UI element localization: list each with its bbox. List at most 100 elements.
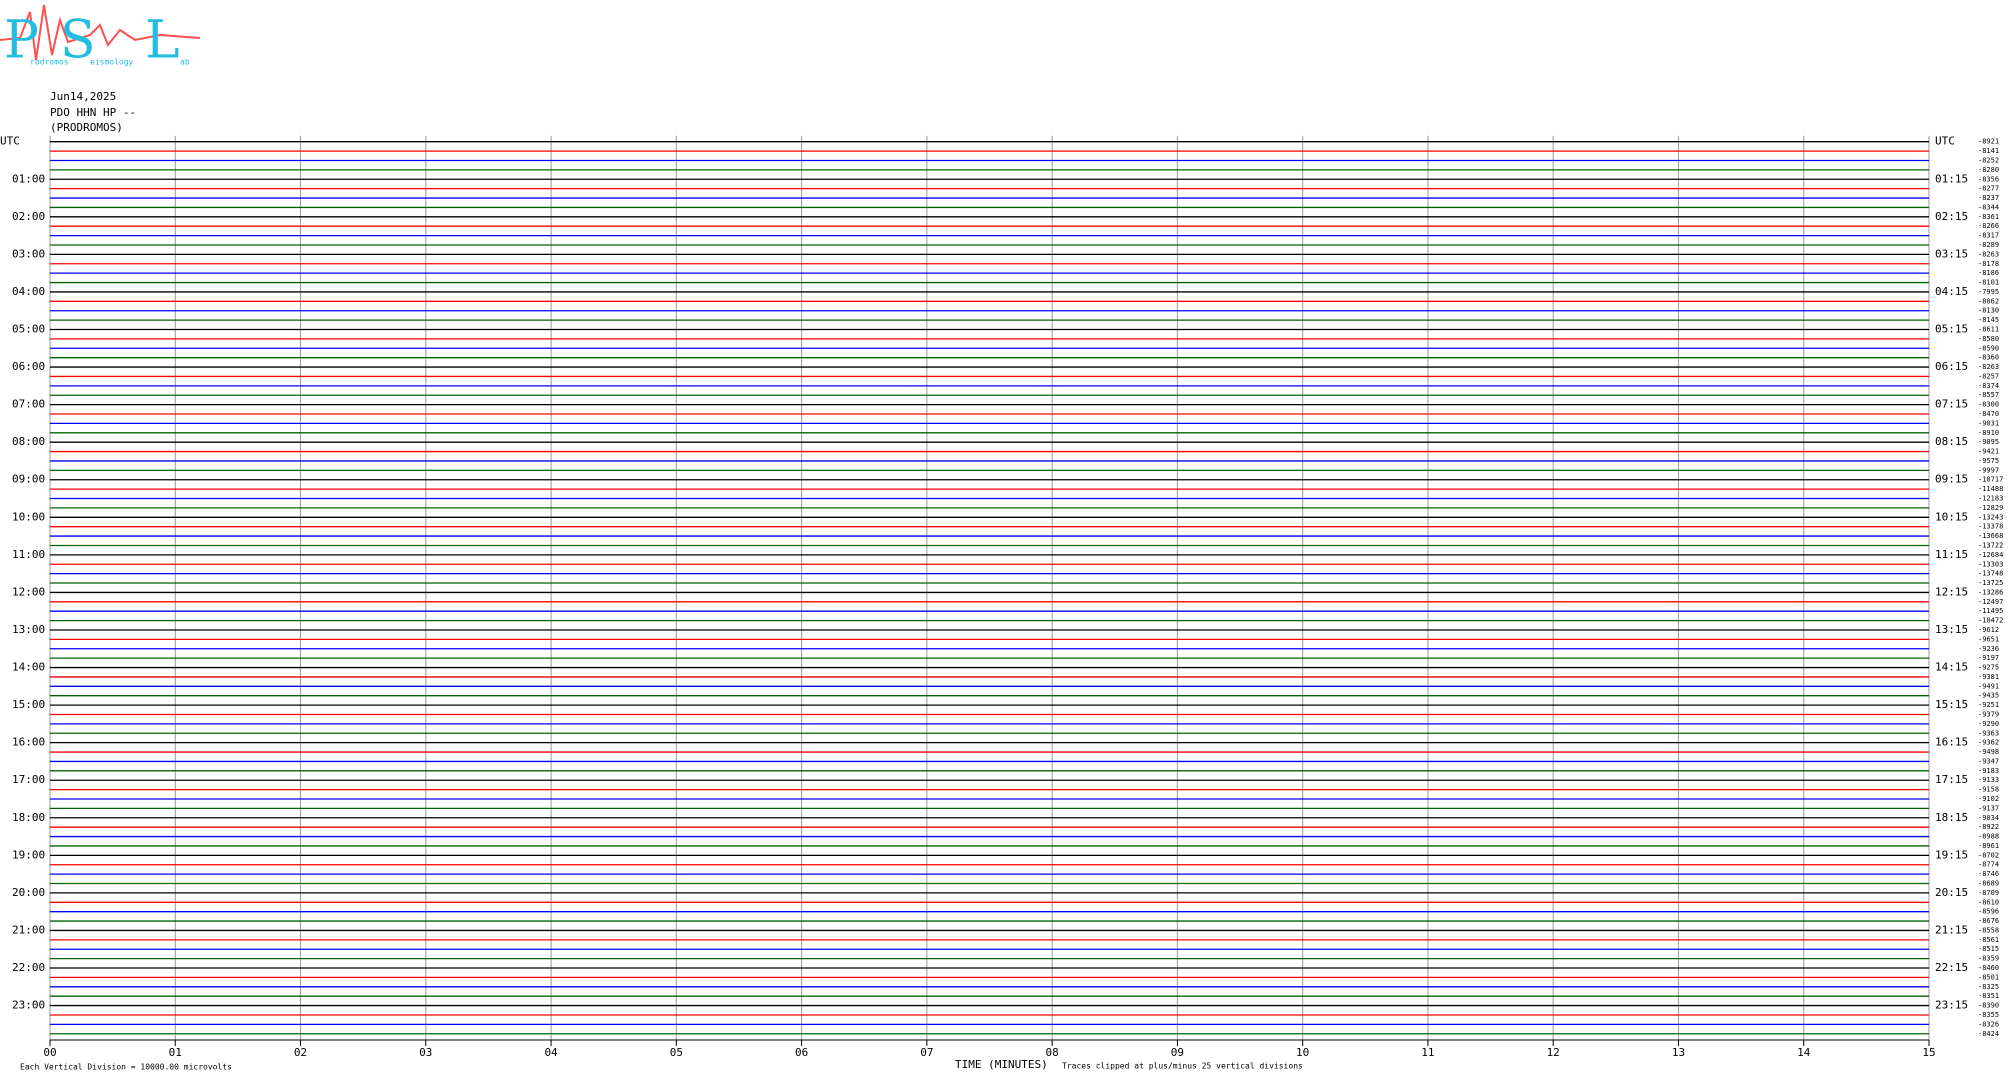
row-label-left: 06:00 [12,360,45,373]
trace-offset: -8141 [1978,147,1999,155]
row-label-left: 20:00 [12,886,45,899]
row-label-left: 15:00 [12,698,45,711]
trace-offset: -9363 [1978,729,1999,737]
trace-offset: -9095 [1978,438,1999,446]
row-label-right: 20:15 [1935,886,1968,899]
trace-offset: -8460 [1978,964,1999,972]
trace-offset: -8515 [1978,945,1999,953]
trace-offset: -8676 [1978,917,1999,925]
trace-offset: -9435 [1978,692,1999,700]
row-label-left: 22:00 [12,961,45,974]
trace-offset: -8910 [1978,429,1999,437]
trace-offset: -9251 [1978,701,1999,709]
row-label-left: 03:00 [12,247,45,260]
row-label-left: 08:00 [12,435,45,448]
x-tick-label: 10 [1296,1046,1309,1059]
row-label-right: 15:15 [1935,698,1968,711]
trace-offset: -13243 [1978,513,2003,521]
row-label-left: 04:00 [12,285,45,298]
trace-offset: -8263 [1978,250,1999,258]
trace-offset: -8257 [1978,372,1999,380]
trace-offset: -12497 [1978,598,2003,606]
trace-offset: -9379 [1978,710,1999,718]
trace-offset: -10472 [1978,617,2003,625]
trace-offset: -8774 [1978,861,1999,869]
x-tick-label: 00 [43,1046,56,1059]
date: Jun14,2025 [50,90,116,103]
trace-offset: -13286 [1978,588,2003,596]
trace-offset: -13668 [1978,532,2003,540]
row-label-left: 09:00 [12,473,45,486]
trace-offset: -8921 [1978,138,1999,146]
trace-offset: -8266 [1978,222,1999,230]
trace-offset: -13748 [1978,570,2003,578]
trace-offset: -8610 [1978,898,1999,906]
trace-offset: -9290 [1978,720,1999,728]
logo-word: ab [180,58,190,67]
logo-wave [0,4,201,61]
trace-offset: -8344 [1978,203,1999,211]
trace-offset: -8557 [1978,391,1999,399]
row-label-right: 04:15 [1935,285,1968,298]
trace-offset: -11488 [1978,485,2003,493]
row-label-right: 10:15 [1935,510,1968,523]
row-label-left: 10:00 [12,510,45,523]
row-label-left: 16:00 [12,736,45,749]
trace-offset: -8062 [1978,297,1999,305]
row-label-left: 23:00 [12,999,45,1012]
row-label-left: 01:00 [12,172,45,185]
row-label-right: 16:15 [1935,736,1968,749]
x-tick-label: 13 [1672,1046,1685,1059]
row-label-left: 05:00 [12,323,45,336]
footer-left: Each Vertical Division = 10000.00 microv… [20,1063,232,1072]
footer-right: Traces clipped at plus/minus 25 vertical… [1062,1062,1303,1071]
trace-offset: -11495 [1978,607,2003,615]
trace-offset: -10717 [1978,476,2003,484]
trace-offset: -8359 [1978,955,1999,963]
trace-offset: -8390 [1978,1002,1999,1010]
x-axis-label: TIME (MINUTES) [955,1058,1048,1071]
x-tick-label: 02 [294,1046,307,1059]
logo-letter: S [60,11,96,71]
trace-offset: -8361 [1978,213,1999,221]
trace-offset: -8424 [1978,1030,1999,1038]
x-tick-label: 03 [419,1046,432,1059]
trace-offset: -8702 [1978,851,1999,859]
trace-offset: -9197 [1978,654,1999,662]
trace-offset: -8277 [1978,185,1999,193]
row-label-right: 07:15 [1935,398,1968,411]
trace-offset: -8709 [1978,889,1999,897]
row-label-right: 08:15 [1935,435,1968,448]
trace-offset: -8351 [1978,992,1999,1000]
trace-offset: -13378 [1978,523,2003,531]
row-label-right: 18:15 [1935,811,1968,824]
trace-offset: -9997 [1978,466,1999,474]
trace-offset: -9362 [1978,739,1999,747]
trace-offset: -9347 [1978,757,1999,765]
logo: P rodromos S eismology L ab [0,4,201,71]
trace-offset: -8922 [1978,823,1999,831]
row-label-right: 06:15 [1935,360,1968,373]
trace-offset: -7995 [1978,288,1999,296]
logo-letter: P [4,11,39,71]
row-label-left: 21:00 [12,923,45,936]
trace-offset: -8558 [1978,926,1999,934]
row-label-right: 01:15 [1935,172,1968,185]
row-label-left: 12:00 [12,585,45,598]
trace-offset: -9498 [1978,748,1999,756]
trace-offset: -8237 [1978,194,1999,202]
x-tick-label: 12 [1547,1046,1560,1059]
trace-offset: -8130 [1978,307,1999,315]
row-label-right: 02:15 [1935,210,1968,223]
trace-offset: -9421 [1978,448,1999,456]
trace-offset: -8561 [1978,936,1999,944]
trace-offset: -9275 [1978,664,1999,672]
row-label-right: 11:15 [1935,548,1968,561]
row-label-left: 13:00 [12,623,45,636]
trace-offset: -8961 [1978,842,1999,850]
trace-offset: -8101 [1978,279,1999,287]
trace-offset: -9575 [1978,457,1999,465]
x-tick-label: 09 [1171,1046,1184,1059]
x-tick-label: 08 [1046,1046,1059,1059]
trace-offset: -9236 [1978,645,1999,653]
